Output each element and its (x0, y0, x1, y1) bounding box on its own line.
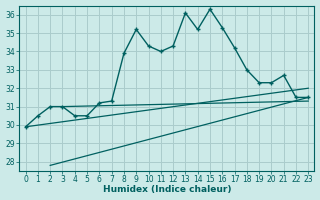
X-axis label: Humidex (Indice chaleur): Humidex (Indice chaleur) (103, 185, 231, 194)
